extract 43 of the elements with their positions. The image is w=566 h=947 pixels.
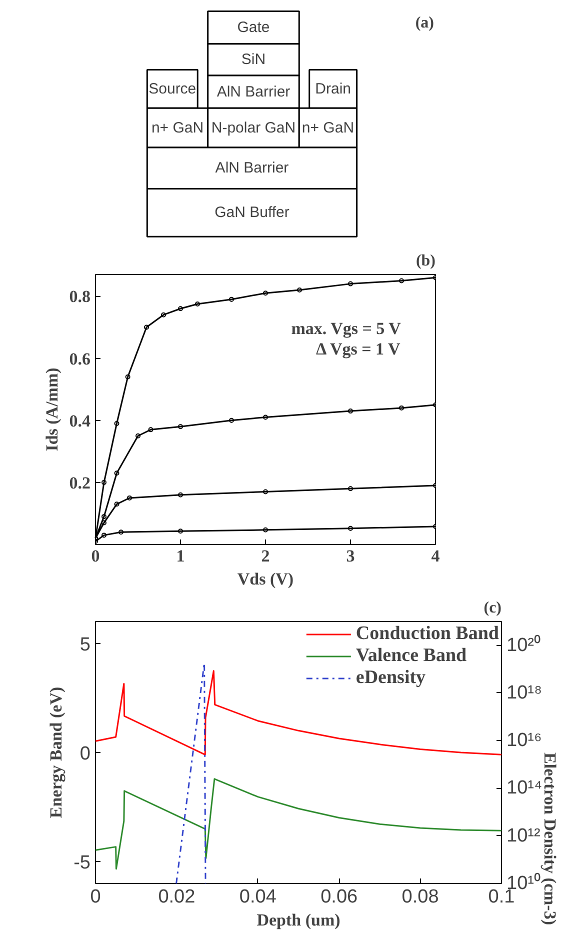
- y2-tick-label: 10¹⁴: [506, 778, 542, 799]
- y-tick-label: 0.8: [69, 287, 90, 306]
- y-tick-label: 0: [80, 744, 91, 764]
- text: n+ GaN: [151, 119, 204, 136]
- x-axis-title: Vds (V): [237, 570, 294, 588]
- y2-tick-label: 10²⁰: [506, 634, 541, 656]
- y2-tick-label: 10¹⁶: [506, 730, 542, 752]
- text: SiN: [241, 51, 266, 68]
- x-tick-label: 0.08: [402, 886, 439, 908]
- chart-title: (c): [484, 600, 502, 616]
- y-tick-label: 0.2: [69, 473, 90, 492]
- text: N-polar GaN: [211, 119, 296, 136]
- x-tick-label: 1: [176, 546, 185, 566]
- x-tick-label: 0.04: [239, 886, 277, 908]
- x-tick-label: 0.06: [320, 886, 358, 908]
- text: Source: [148, 80, 196, 98]
- x-tick-label: 4: [431, 546, 440, 566]
- x-tick-label: 2: [261, 546, 270, 566]
- y2-axis-title: Electron Density (cm-3): [540, 752, 560, 925]
- text: GaN Buffer: [214, 204, 290, 222]
- text: AlN Barrier: [215, 160, 289, 177]
- text: Gate: [237, 19, 270, 36]
- y-tick-label: 5: [80, 634, 91, 656]
- x-tick-label: 3: [346, 546, 355, 566]
- legend-label: Valence Band: [356, 645, 467, 667]
- text: Drain: [315, 80, 352, 98]
- text: n+ GaN: [302, 119, 354, 136]
- legend-label: eDensity: [356, 667, 426, 689]
- text: AlN Barrier: [216, 83, 290, 100]
- x-axis-title: Depth (um): [256, 910, 340, 930]
- y-tick-label: 0.6: [69, 349, 90, 368]
- legend-label: Conduction Band: [356, 623, 499, 645]
- y-axis-title: Ids (A/mm): [42, 368, 62, 452]
- x-tick-label: 0.02: [158, 886, 196, 908]
- chart-title: (b): [416, 252, 436, 270]
- annotation: max. Vgs = 5 V: [291, 319, 402, 338]
- annotation: Δ Vgs = 1 V: [316, 339, 401, 358]
- y-tick-label: 0.4: [69, 411, 91, 430]
- y2-tick-label: 10¹²: [506, 825, 540, 846]
- y-tick-label: -5: [74, 852, 91, 874]
- text: (a): [415, 14, 434, 32]
- y-axis-title: Energy Band (eV): [46, 686, 66, 818]
- y2-tick-label: 10¹⁸: [506, 682, 542, 704]
